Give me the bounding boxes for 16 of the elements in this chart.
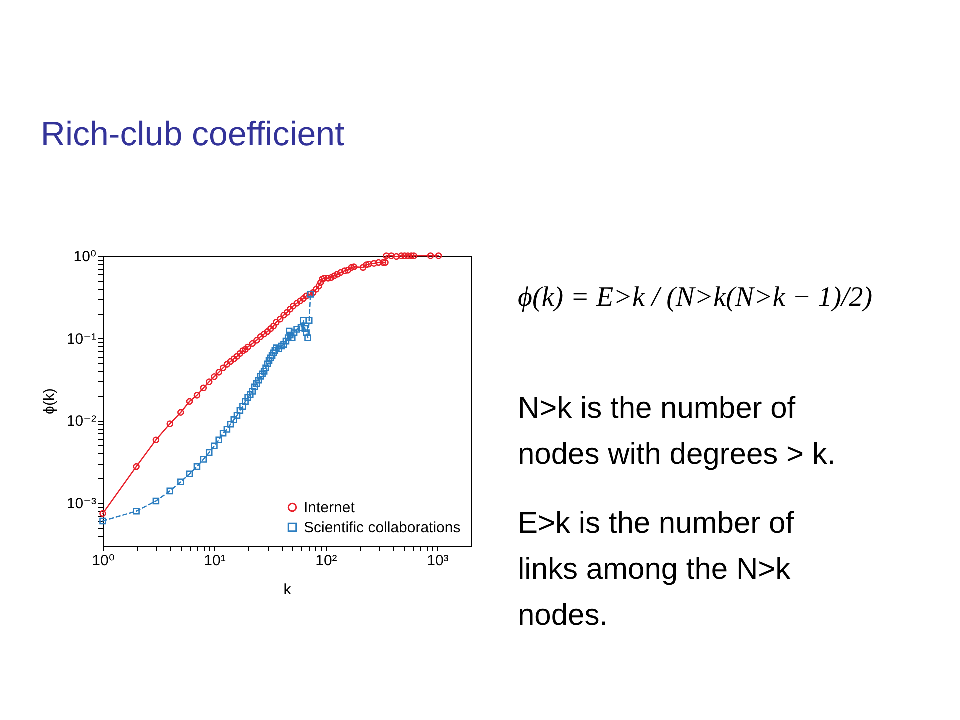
text: ϕ(k) = E>k / (N>k(N>k − 1)/2) [518,282,873,313]
y-tick-label: 10⁰ [74,248,96,266]
x-tick-label: 10¹ [204,552,226,570]
y-tick-label: 10⁻¹ [66,330,96,348]
x-axis-title: k [284,582,292,598]
chart-title: Rich-club coefficient [40,116,346,154]
text: N>k is the number of nodes with degrees > k. [518,392,836,471]
y-axis-title: ϕ(k) [40,388,58,414]
y-tick-label: 10⁻² [66,413,96,430]
text: E>k is the number of links among the N>k nodes. [518,507,795,632]
legend-label: Internet [304,500,356,516]
x-tick-label: 10³ [427,552,449,570]
legend-label: Scientific collaborations [304,520,461,536]
x-tick-label: 10² [316,552,338,570]
x-tick-label: 10⁰ [92,552,115,570]
y-tick-label: 10⁻³ [66,495,96,512]
